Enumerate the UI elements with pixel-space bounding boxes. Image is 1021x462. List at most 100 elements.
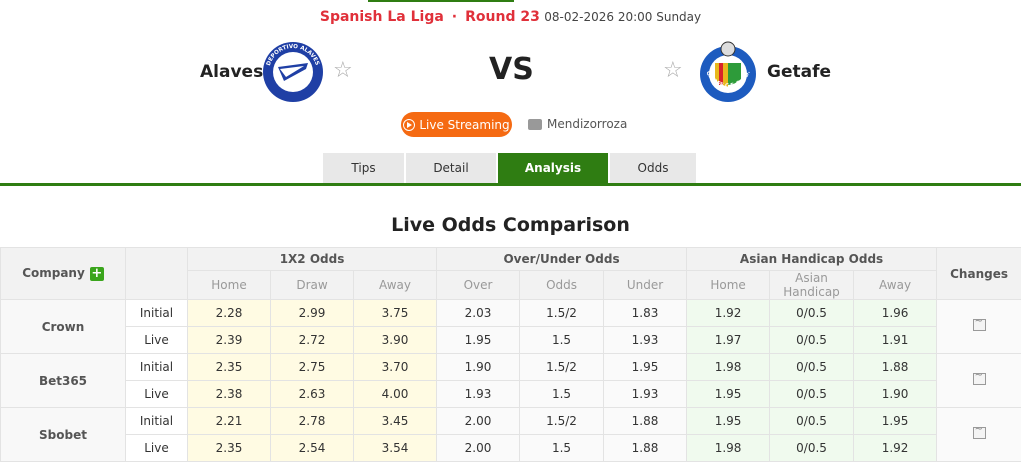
odds-cell: 0/0.5 — [770, 381, 854, 408]
odds-cell: 2.28 — [188, 300, 271, 327]
odds-cell: 2.21 — [188, 408, 271, 435]
odds-cell: 1.90 — [437, 354, 520, 381]
odds-cell: 4.00 — [354, 381, 437, 408]
odds-cell: 1.98 — [687, 354, 770, 381]
round-label: Round 23 — [465, 9, 540, 25]
subheader: Over — [437, 271, 520, 300]
odds-chart-icon[interactable] — [973, 319, 986, 331]
favorite-home-star-icon[interactable]: ☆ — [333, 58, 353, 83]
odds-chart-icon[interactable] — [973, 373, 986, 385]
odds-type: Initial — [126, 354, 188, 381]
subheader: Away — [354, 271, 437, 300]
odds-type: Live — [126, 435, 188, 462]
odds-cell: 0/0.5 — [770, 354, 854, 381]
changes-cell — [937, 408, 1021, 462]
odds-cell: 2.72 — [271, 327, 354, 354]
odds-cell: 1.95 — [687, 408, 770, 435]
odds-cell: 1.98 — [687, 435, 770, 462]
home-team-logo: DEPORTIVO ALAVES — [262, 41, 324, 103]
company-header: Company + — [1, 248, 126, 300]
changes-cell — [937, 354, 1021, 408]
odds-cell: 0/0.5 — [770, 327, 854, 354]
odds-cell: 2.75 — [271, 354, 354, 381]
match-info: Spanish La Liga·Round 23 08-02-2026 20:0… — [0, 9, 1021, 25]
subheader: Asian Handicap — [770, 271, 854, 300]
odds-cell: 1.88 — [854, 354, 937, 381]
play-icon — [403, 119, 415, 131]
live-streaming-button[interactable]: Live Streaming — [401, 112, 512, 137]
odds-cell: 3.70 — [354, 354, 437, 381]
odds-cell: 1.95 — [854, 408, 937, 435]
favorite-away-star-icon[interactable]: ☆ — [663, 58, 683, 83]
odds-cell: 2.35 — [188, 354, 271, 381]
away-team-name[interactable]: Getafe — [767, 62, 831, 82]
odds-cell: 3.90 — [354, 327, 437, 354]
odds-cell: 1.5 — [520, 381, 604, 408]
odds-type: Initial — [126, 408, 188, 435]
odds-cell: 3.54 — [354, 435, 437, 462]
odds-cell: 1.95 — [437, 327, 520, 354]
odds-cell: 2.99 — [271, 300, 354, 327]
top-accent-bar — [368, 0, 514, 2]
odds-cell: 3.75 — [354, 300, 437, 327]
subheader: Away — [854, 271, 937, 300]
tab-bar: Tips Detail Analysis Odds — [323, 153, 696, 183]
tab-tips[interactable]: Tips — [323, 153, 404, 183]
odds-type: Initial — [126, 300, 188, 327]
subheader: Odds — [520, 271, 604, 300]
odds-cell: 2.00 — [437, 408, 520, 435]
tab-detail[interactable]: Detail — [406, 153, 496, 183]
odds-chart-icon[interactable] — [973, 427, 986, 439]
odds-cell: 1.5 — [520, 435, 604, 462]
company-name[interactable]: Sbobet — [1, 408, 126, 462]
odds-cell: 1.95 — [604, 354, 687, 381]
venue: Mendizorroza — [528, 117, 627, 131]
stadium-icon — [528, 119, 542, 130]
odds-cell: 1.92 — [854, 435, 937, 462]
type-header — [126, 248, 188, 300]
odds-type: Live — [126, 381, 188, 408]
odds-type: Live — [126, 327, 188, 354]
odds-cell: 2.39 — [188, 327, 271, 354]
company-name[interactable]: Crown — [1, 300, 126, 354]
odds-cell: 1.88 — [604, 435, 687, 462]
odds-cell: 0/0.5 — [770, 300, 854, 327]
company-header-label: Company — [22, 266, 85, 280]
league-link[interactable]: Spanish La Liga — [320, 9, 444, 25]
odds-cell: 1.91 — [854, 327, 937, 354]
odds-cell: 2.38 — [188, 381, 271, 408]
odds-cell: 1.5/2 — [520, 408, 604, 435]
section-title: Live Odds Comparison — [0, 214, 1021, 236]
odds-cell: 2.00 — [437, 435, 520, 462]
odds-cell: 1.5/2 — [520, 354, 604, 381]
venue-name: Mendizorroza — [547, 117, 627, 131]
odds-cell: 3.45 — [354, 408, 437, 435]
away-team-logo: GETAFE C.F. S.A.D. — [697, 41, 759, 103]
odds-cell: 1.5/2 — [520, 300, 604, 327]
company-name[interactable]: Bet365 — [1, 354, 126, 408]
odds-cell: 2.54 — [271, 435, 354, 462]
odds-cell: 1.93 — [604, 381, 687, 408]
tab-analysis[interactable]: Analysis — [498, 153, 608, 183]
home-team-name[interactable]: Alaves — [200, 62, 263, 82]
vs-label: VS — [489, 52, 534, 87]
group-header-asian-handicap: Asian Handicap Odds — [687, 248, 937, 271]
subheader: Draw — [271, 271, 354, 300]
odds-cell: 1.93 — [604, 327, 687, 354]
subheader: Home — [687, 271, 770, 300]
odds-cell: 1.83 — [604, 300, 687, 327]
add-company-plus-icon[interactable]: + — [90, 267, 104, 281]
tab-odds[interactable]: Odds — [610, 153, 696, 183]
odds-cell: 1.5 — [520, 327, 604, 354]
odds-cell: 2.03 — [437, 300, 520, 327]
odds-cell: 1.90 — [854, 381, 937, 408]
group-header-1x2: 1X2 Odds — [188, 248, 437, 271]
odds-cell: 1.96 — [854, 300, 937, 327]
odds-cell: 1.95 — [687, 381, 770, 408]
odds-cell: 1.92 — [687, 300, 770, 327]
odds-cell: 2.35 — [188, 435, 271, 462]
